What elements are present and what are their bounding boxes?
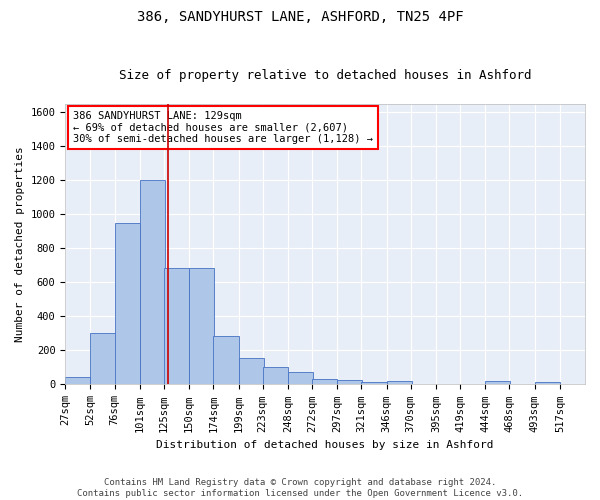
- Bar: [65, 377, 91, 384]
- Bar: [91, 332, 116, 384]
- Bar: [214, 336, 239, 384]
- Bar: [263, 366, 288, 384]
- Text: 386 SANDYHURST LANE: 129sqm
← 69% of detached houses are smaller (2,607)
30% of : 386 SANDYHURST LANE: 129sqm ← 69% of det…: [73, 111, 373, 144]
- Bar: [337, 380, 362, 384]
- Bar: [140, 180, 165, 384]
- Y-axis label: Number of detached properties: Number of detached properties: [15, 146, 25, 342]
- Bar: [485, 382, 511, 384]
- Bar: [164, 268, 189, 384]
- Bar: [312, 380, 337, 384]
- Text: Contains HM Land Registry data © Crown copyright and database right 2024.
Contai: Contains HM Land Registry data © Crown c…: [77, 478, 523, 498]
- Bar: [189, 268, 214, 384]
- Bar: [239, 358, 263, 384]
- Bar: [361, 382, 386, 384]
- Bar: [386, 381, 412, 384]
- Text: 386, SANDYHURST LANE, ASHFORD, TN25 4PF: 386, SANDYHURST LANE, ASHFORD, TN25 4PF: [137, 10, 463, 24]
- Title: Size of property relative to detached houses in Ashford: Size of property relative to detached ho…: [119, 69, 532, 82]
- Bar: [115, 223, 140, 384]
- Bar: [535, 382, 560, 384]
- Bar: [288, 372, 313, 384]
- X-axis label: Distribution of detached houses by size in Ashford: Distribution of detached houses by size …: [157, 440, 494, 450]
